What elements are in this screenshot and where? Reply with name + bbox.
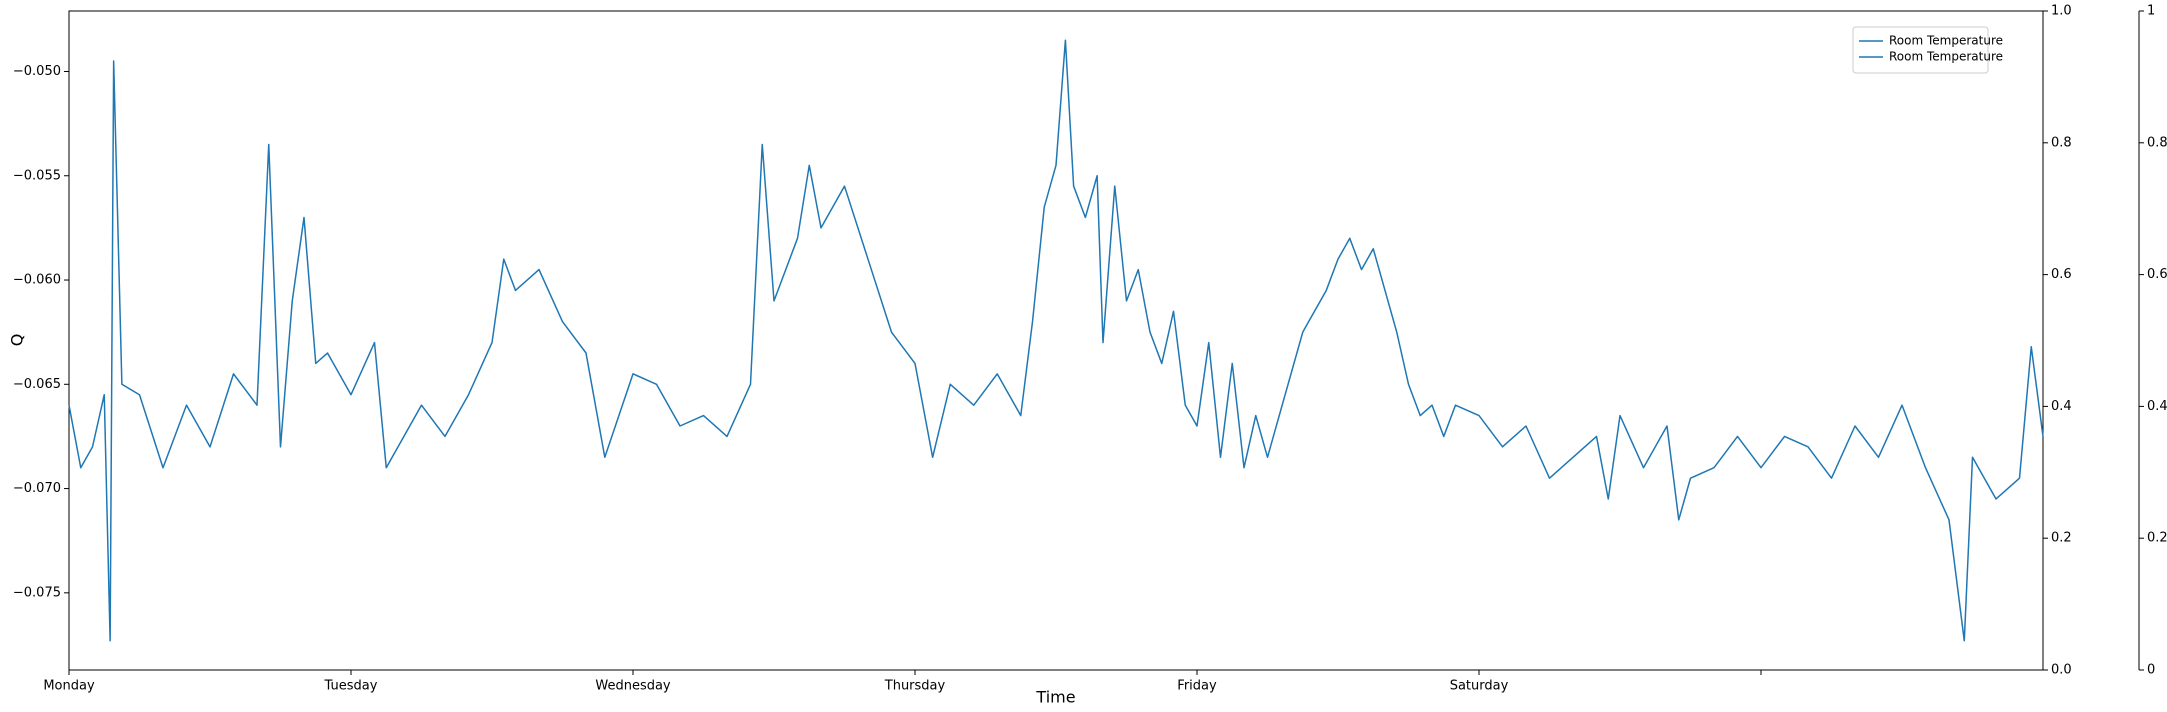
x-tick-label: Friday: [1177, 679, 1217, 694]
legend-label: Room Temperature: [1889, 34, 2003, 48]
y3-tick-label: 0.6: [2147, 267, 2167, 282]
x-tick-label: Thursday: [884, 679, 946, 694]
y3-tick-label: 1: [2147, 4, 2155, 19]
y-tick-label: −0.055: [13, 168, 61, 183]
y2-tick-label: 0.4: [2051, 399, 2072, 414]
y-tick-label: −0.065: [13, 377, 61, 392]
y2-tick-label: 0.0: [2051, 663, 2072, 678]
y3-tick-label: 0.4: [2147, 399, 2167, 414]
y2-tick-label: 0.2: [2051, 531, 2072, 546]
x-axis-label: Time: [1035, 688, 1075, 707]
plot-frame: [68, 10, 2044, 671]
y3-tick-label: 0: [2147, 663, 2155, 678]
y-tick-label: −0.050: [13, 64, 61, 79]
x-tick-label: Tuesday: [324, 679, 378, 694]
legend-box: [1852, 26, 1989, 74]
x-tick-label: Saturday: [1450, 679, 1509, 694]
y3-tick-label: 0.2: [2147, 531, 2167, 546]
x-tick-label: Monday: [43, 679, 95, 694]
legend-label: Room Temperature: [1889, 50, 2003, 64]
y2-tick-label: 0.6: [2051, 267, 2072, 282]
y3-tick-label: 0.8: [2147, 135, 2167, 150]
y-tick-label: −0.070: [13, 481, 61, 496]
y-tick-label: −0.075: [13, 585, 61, 600]
x-tick-label: Wednesday: [595, 679, 671, 694]
y-axis-label: Q: [8, 334, 27, 347]
data-line: [68, 39, 2044, 642]
y2-tick-label: 0.8: [2051, 135, 2072, 150]
y-tick-label: −0.060: [13, 273, 61, 288]
y2-tick-label: 1.0: [2051, 4, 2072, 19]
